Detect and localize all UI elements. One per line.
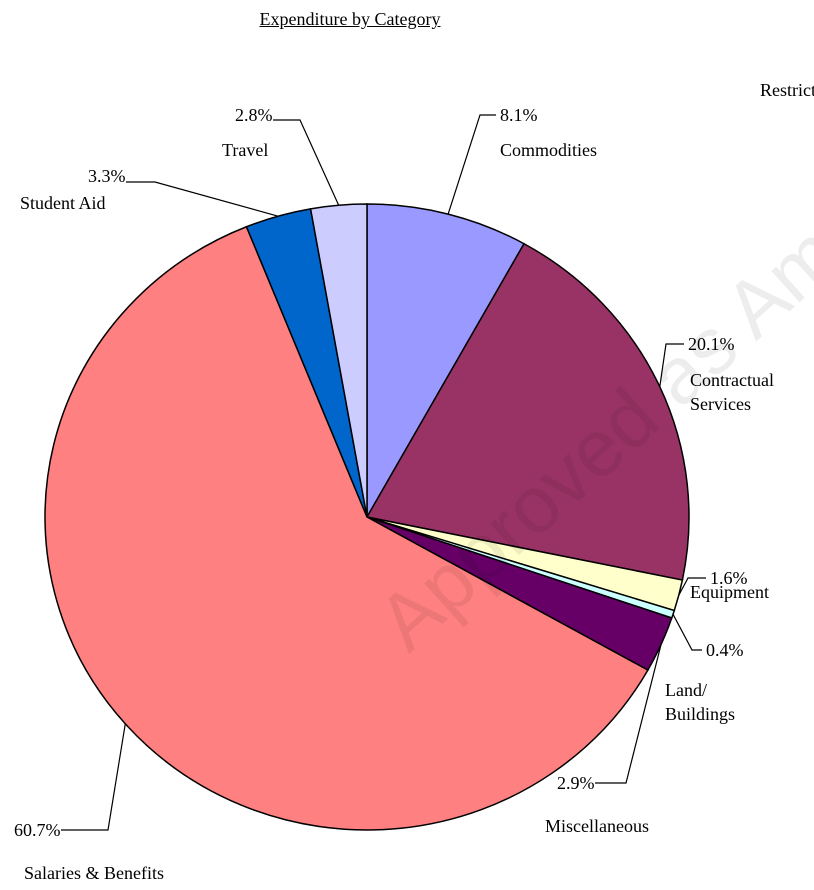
chart-title: Expenditure by Category: [259, 9, 441, 29]
category-label: Travel: [222, 140, 269, 160]
leader-line: [126, 181, 279, 217]
corner-note: Restricted: [760, 80, 814, 100]
pie-slice: [44, 225, 649, 831]
category-label: Equipment: [690, 582, 769, 602]
value-label: 3.3%: [88, 166, 126, 186]
leader-line: [678, 577, 706, 596]
value-label: 8.1%: [500, 105, 538, 125]
leader-line: [672, 614, 702, 651]
category-label: Miscellaneous: [545, 816, 649, 836]
category-label: Commodities: [500, 140, 598, 160]
value-label: 1.6%: [710, 568, 748, 588]
value-label: 60.7%: [14, 820, 61, 840]
value-label: 0.4%: [706, 640, 744, 660]
pie-slice: [309, 203, 368, 518]
leader-line: [659, 343, 684, 387]
leader-line: [61, 723, 126, 831]
pie-slice: [365, 242, 690, 581]
category-label: Contractual Services: [690, 370, 774, 414]
value-label: 2.8%: [235, 105, 273, 125]
value-label: 2.9%: [557, 773, 595, 793]
pie-slice: [366, 203, 526, 520]
value-label: 20.1%: [688, 334, 735, 354]
category-label: Salaries & Benefits: [24, 863, 164, 883]
leader-line: [447, 114, 496, 215]
leader-line: [595, 644, 662, 784]
leader-line: [273, 119, 340, 206]
category-label: Student Aid: [20, 193, 106, 213]
category-label: Land/ Buildings: [665, 680, 736, 724]
